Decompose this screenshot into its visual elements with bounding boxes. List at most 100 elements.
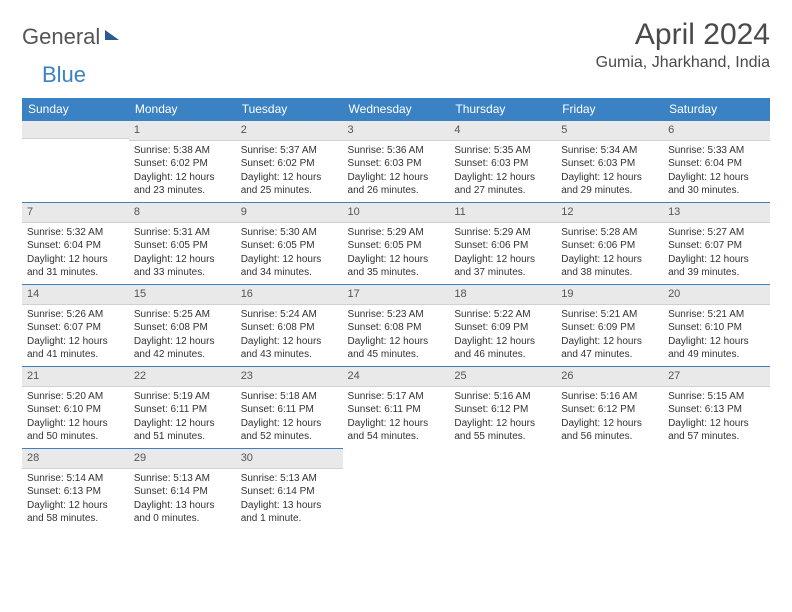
calendar-day-cell: 4Sunrise: 5:35 AMSunset: 6:03 PMDaylight… xyxy=(449,120,556,202)
day-line: Sunrise: 5:15 AM xyxy=(668,390,765,404)
calendar-day-cell: 18Sunrise: 5:22 AMSunset: 6:09 PMDayligh… xyxy=(449,284,556,366)
day-line: Sunrise: 5:13 AM xyxy=(134,472,231,486)
day-line: Sunrise: 5:31 AM xyxy=(134,226,231,240)
day-number: 17 xyxy=(343,284,450,305)
day-line: and 45 minutes. xyxy=(348,348,445,362)
day-line: Daylight: 12 hours xyxy=(348,417,445,431)
day-line: and 1 minute. xyxy=(241,512,338,526)
calendar-day-cell xyxy=(343,448,450,530)
day-line: Daylight: 12 hours xyxy=(561,335,658,349)
day-body: Sunrise: 5:30 AMSunset: 6:05 PMDaylight:… xyxy=(236,223,343,284)
day-line: and 51 minutes. xyxy=(134,430,231,444)
calendar-day-cell: 22Sunrise: 5:19 AMSunset: 6:11 PMDayligh… xyxy=(129,366,236,448)
day-line: Sunset: 6:09 PM xyxy=(454,321,551,335)
day-line: and 30 minutes. xyxy=(668,184,765,198)
day-number: 7 xyxy=(22,202,129,223)
day-line: Sunset: 6:08 PM xyxy=(134,321,231,335)
day-number: 25 xyxy=(449,366,556,387)
day-line: Daylight: 12 hours xyxy=(241,417,338,431)
calendar-week-row: 28Sunrise: 5:14 AMSunset: 6:13 PMDayligh… xyxy=(22,448,770,530)
day-line: Sunrise: 5:26 AM xyxy=(27,308,124,322)
calendar-day-cell xyxy=(556,448,663,530)
calendar-day-cell: 17Sunrise: 5:23 AMSunset: 6:08 PMDayligh… xyxy=(343,284,450,366)
calendar-day-cell: 6Sunrise: 5:33 AMSunset: 6:04 PMDaylight… xyxy=(663,120,770,202)
day-line: Sunrise: 5:22 AM xyxy=(454,308,551,322)
day-line: Sunrise: 5:23 AM xyxy=(348,308,445,322)
day-number: 6 xyxy=(663,120,770,141)
day-line: Sunrise: 5:24 AM xyxy=(241,308,338,322)
day-line: Sunset: 6:05 PM xyxy=(348,239,445,253)
day-body: Sunrise: 5:37 AMSunset: 6:02 PMDaylight:… xyxy=(236,141,343,202)
day-number: 24 xyxy=(343,366,450,387)
day-line: Sunset: 6:02 PM xyxy=(241,157,338,171)
day-body: Sunrise: 5:34 AMSunset: 6:03 PMDaylight:… xyxy=(556,141,663,202)
calendar-day-cell: 14Sunrise: 5:26 AMSunset: 6:07 PMDayligh… xyxy=(22,284,129,366)
day-body: Sunrise: 5:17 AMSunset: 6:11 PMDaylight:… xyxy=(343,387,450,448)
logo-word1: General xyxy=(22,24,100,50)
day-line: Daylight: 12 hours xyxy=(348,335,445,349)
day-line: and 47 minutes. xyxy=(561,348,658,362)
day-line: Daylight: 12 hours xyxy=(454,171,551,185)
day-body: Sunrise: 5:23 AMSunset: 6:08 PMDaylight:… xyxy=(343,305,450,366)
day-line: Sunset: 6:03 PM xyxy=(348,157,445,171)
day-line: Sunset: 6:11 PM xyxy=(241,403,338,417)
day-line: and 52 minutes. xyxy=(241,430,338,444)
day-number: 27 xyxy=(663,366,770,387)
day-line: Daylight: 12 hours xyxy=(134,253,231,267)
day-line: and 29 minutes. xyxy=(561,184,658,198)
day-line: Daylight: 12 hours xyxy=(134,171,231,185)
weekday-header: Sunday xyxy=(22,98,129,120)
day-number: 30 xyxy=(236,448,343,469)
day-body: Sunrise: 5:26 AMSunset: 6:07 PMDaylight:… xyxy=(22,305,129,366)
calendar-day-cell: 1Sunrise: 5:38 AMSunset: 6:02 PMDaylight… xyxy=(129,120,236,202)
day-line: Sunrise: 5:25 AM xyxy=(134,308,231,322)
day-line: Sunrise: 5:33 AM xyxy=(668,144,765,158)
day-number: 13 xyxy=(663,202,770,223)
day-line: Daylight: 12 hours xyxy=(561,171,658,185)
calendar-day-cell: 30Sunrise: 5:13 AMSunset: 6:14 PMDayligh… xyxy=(236,448,343,530)
day-number: 14 xyxy=(22,284,129,305)
calendar-day-cell: 15Sunrise: 5:25 AMSunset: 6:08 PMDayligh… xyxy=(129,284,236,366)
day-line: Daylight: 12 hours xyxy=(454,253,551,267)
day-line: Sunset: 6:07 PM xyxy=(668,239,765,253)
day-line: and 33 minutes. xyxy=(134,266,231,280)
day-number: 29 xyxy=(129,448,236,469)
calendar-day-cell: 29Sunrise: 5:13 AMSunset: 6:14 PMDayligh… xyxy=(129,448,236,530)
day-line: and 42 minutes. xyxy=(134,348,231,362)
day-line: and 50 minutes. xyxy=(27,430,124,444)
calendar-day-cell: 11Sunrise: 5:29 AMSunset: 6:06 PMDayligh… xyxy=(449,202,556,284)
day-line: Daylight: 12 hours xyxy=(668,171,765,185)
day-line: and 54 minutes. xyxy=(348,430,445,444)
day-line: Sunrise: 5:21 AM xyxy=(561,308,658,322)
calendar-day-cell: 25Sunrise: 5:16 AMSunset: 6:12 PMDayligh… xyxy=(449,366,556,448)
day-line: Sunset: 6:10 PM xyxy=(27,403,124,417)
day-body: Sunrise: 5:33 AMSunset: 6:04 PMDaylight:… xyxy=(663,141,770,202)
day-line: Daylight: 12 hours xyxy=(454,335,551,349)
calendar-day-cell: 8Sunrise: 5:31 AMSunset: 6:05 PMDaylight… xyxy=(129,202,236,284)
day-body: Sunrise: 5:15 AMSunset: 6:13 PMDaylight:… xyxy=(663,387,770,448)
day-line: Sunset: 6:02 PM xyxy=(134,157,231,171)
day-line: Daylight: 12 hours xyxy=(348,171,445,185)
day-number xyxy=(22,120,129,139)
day-line: and 0 minutes. xyxy=(134,512,231,526)
day-line: Sunset: 6:14 PM xyxy=(241,485,338,499)
day-body: Sunrise: 5:38 AMSunset: 6:02 PMDaylight:… xyxy=(129,141,236,202)
day-body: Sunrise: 5:16 AMSunset: 6:12 PMDaylight:… xyxy=(556,387,663,448)
day-body: Sunrise: 5:25 AMSunset: 6:08 PMDaylight:… xyxy=(129,305,236,366)
day-line: and 46 minutes. xyxy=(454,348,551,362)
calendar-day-cell: 10Sunrise: 5:29 AMSunset: 6:05 PMDayligh… xyxy=(343,202,450,284)
day-body: Sunrise: 5:24 AMSunset: 6:08 PMDaylight:… xyxy=(236,305,343,366)
weekday-header: Tuesday xyxy=(236,98,343,120)
day-line: Sunrise: 5:17 AM xyxy=(348,390,445,404)
calendar-week-row: 1Sunrise: 5:38 AMSunset: 6:02 PMDaylight… xyxy=(22,120,770,202)
weekday-header-row: Sunday Monday Tuesday Wednesday Thursday… xyxy=(22,98,770,120)
day-line: Sunset: 6:06 PM xyxy=(454,239,551,253)
day-number: 20 xyxy=(663,284,770,305)
day-line: Sunset: 6:05 PM xyxy=(134,239,231,253)
day-line: and 57 minutes. xyxy=(668,430,765,444)
day-line: Sunrise: 5:19 AM xyxy=(134,390,231,404)
day-line: Daylight: 12 hours xyxy=(134,417,231,431)
day-line: and 39 minutes. xyxy=(668,266,765,280)
day-line: Sunrise: 5:32 AM xyxy=(27,226,124,240)
day-line: Sunrise: 5:28 AM xyxy=(561,226,658,240)
